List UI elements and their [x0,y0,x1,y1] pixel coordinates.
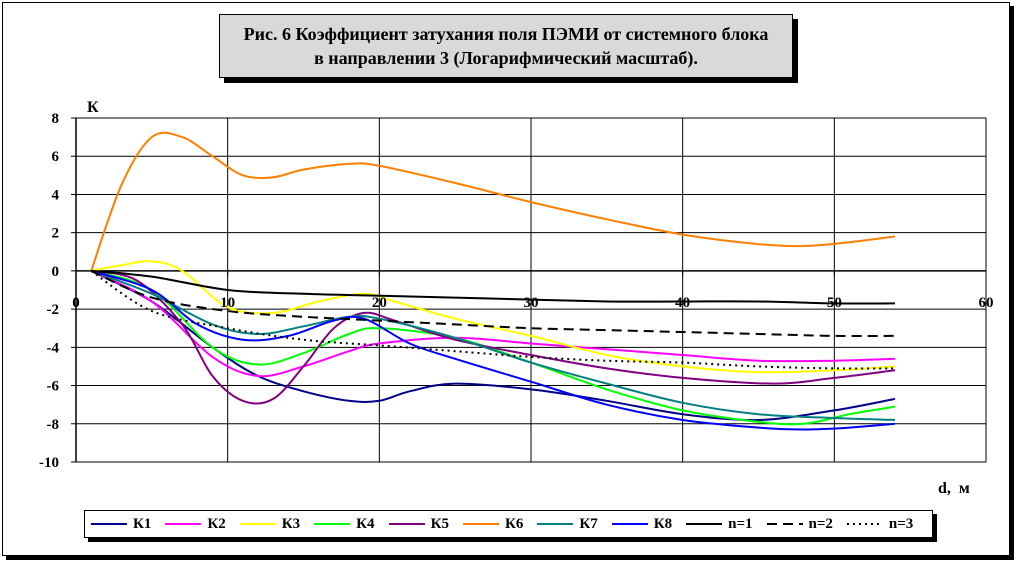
legend-label: К5 [430,515,449,532]
series-layer [90,131,896,431]
x-tick-label: 30 [524,295,539,311]
legend-swatch [846,523,883,525]
legend-item: n=1 [686,515,753,533]
y-tick-label: -10 [39,455,59,471]
series-line-n=1 [91,269,896,305]
series-line-К5 [90,269,896,405]
chart-title: Рис. 6 Коэффициент затухания поля ПЭМИ о… [219,14,793,78]
legend-swatch [462,523,499,525]
series-line-К7 [90,269,896,421]
legend-label: К2 [207,515,226,532]
legend-swatch [91,523,127,525]
y-tick-label: 2 [52,226,60,242]
legend-item: К5 [388,515,449,533]
x-tick-label: 40 [675,295,690,311]
legend-item: К3 [239,515,301,533]
legend: К1 К2 К3 К4 К5 К6 К7 К8 n=1 n=2 n=3 [84,510,933,538]
legend-item: К6 [462,515,524,533]
series-line-К8 [90,269,896,431]
y-tick-label: 4 [52,187,60,203]
legend-swatch [686,523,723,525]
legend-swatch [537,523,574,525]
legend-item: n=3 [846,515,914,533]
legend-swatch [165,523,202,525]
series-line-К2 [90,270,896,378]
grid-layer [76,117,987,463]
y-tick-label: -2 [47,302,60,318]
legend-label: К1 [133,515,152,532]
axis-layer [71,117,987,463]
y-tick-label: 6 [52,149,60,165]
x-axis-title: d, м [938,480,970,497]
series-line-К6 [90,131,896,272]
y-axis-title: К [87,99,99,116]
legend-swatch [766,523,803,525]
legend-swatch [611,523,648,525]
legend-swatch [239,523,276,525]
y-tick-label: -8 [47,417,60,433]
legend-label: n=2 [808,515,833,532]
series-line-К1 [90,270,896,422]
legend-item: К8 [611,515,673,533]
legend-item: К2 [165,515,226,533]
legend-swatch [314,523,351,525]
chart-title-line-2: в направлении 3 (Логарифмический масштаб… [314,48,698,68]
y-tick-label: -4 [47,340,60,356]
y-tick-label: 8 [52,111,60,127]
chart-title-line-1: Рис. 6 Коэффициент затухания поля ПЭМИ о… [243,24,769,44]
series-line-n=2 [90,269,896,338]
legend-item: К7 [537,515,598,533]
legend-item: К1 [91,516,151,533]
x-tick-label: 20 [372,295,387,311]
series-line-n=3 [90,270,896,370]
y-tick-label: 0 [52,264,60,280]
legend-item: n=2 [766,515,833,533]
legend-swatch [388,523,425,525]
legend-item: К4 [314,515,375,533]
legend-label: К6 [504,515,524,532]
series-line-К3 [91,260,896,374]
legend-label: n=1 [728,515,753,532]
x-tick-label: 60 [979,295,994,311]
x-tick-label: 50 [827,295,842,311]
legend-label: К8 [653,515,673,532]
y-tick-label: -6 [47,379,60,395]
legend-label: n=3 [888,515,914,532]
x-tick-label: 10 [220,295,235,311]
x-tick-label: 0 [72,295,80,311]
legend-label: К4 [356,515,375,532]
legend-label: К3 [281,515,301,532]
legend-label: К7 [579,515,598,532]
